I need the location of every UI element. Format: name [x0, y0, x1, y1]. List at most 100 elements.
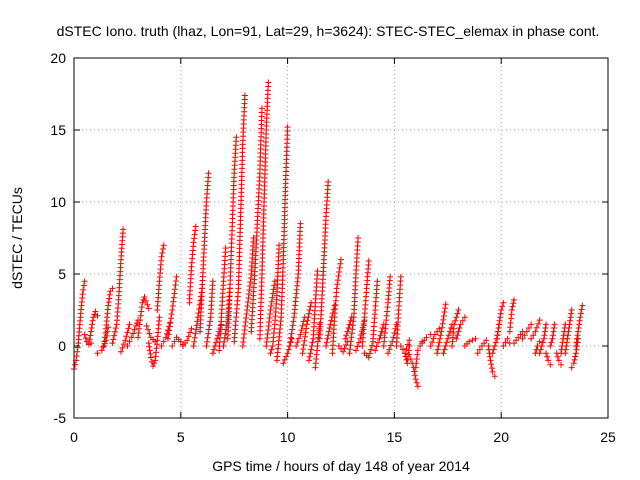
data-point: [172, 278, 179, 285]
data-point: [284, 124, 291, 131]
data-point: [79, 291, 86, 298]
data-arc: [511, 328, 526, 347]
data-arc: [562, 307, 575, 357]
data-point: [206, 322, 213, 329]
data-arc: [519, 321, 535, 342]
data-point: [98, 347, 105, 354]
data-arc: [94, 324, 112, 357]
data-point: [74, 348, 81, 355]
plot-frame: [73, 57, 609, 419]
data-point: [288, 330, 295, 337]
data-point: [91, 311, 98, 318]
data-point: [466, 338, 473, 345]
data-point: [474, 350, 481, 357]
data-point: [412, 364, 419, 371]
data-point: [495, 325, 502, 331]
data-point: [496, 317, 503, 324]
data-point: [346, 321, 353, 328]
data-point: [536, 338, 543, 345]
data-point: [289, 322, 296, 329]
data-point: [497, 310, 504, 317]
data-point: [191, 338, 198, 345]
data-arc: [449, 307, 462, 349]
data-arc: [273, 124, 291, 364]
data-point: [325, 332, 332, 339]
data-point: [406, 351, 413, 358]
data-point: [457, 321, 464, 328]
data-point: [112, 328, 119, 335]
data-point: [446, 328, 453, 335]
data-point: [132, 322, 139, 329]
data-point: [338, 256, 344, 263]
data-point: [293, 343, 300, 349]
data-point: [455, 328, 462, 335]
data-point: [297, 220, 304, 227]
data-point: [452, 317, 459, 324]
data-arc: [248, 105, 265, 335]
data-point: [439, 324, 446, 331]
data-point: [496, 321, 503, 328]
data-point: [404, 341, 411, 348]
data-arc: [500, 335, 513, 349]
data-point: [171, 290, 178, 297]
data-point: [160, 242, 167, 249]
data-point: [543, 350, 550, 357]
x-tick-label: 0: [70, 429, 78, 445]
data-arc: [231, 92, 248, 345]
data-point: [549, 335, 556, 342]
data-arc: [419, 331, 434, 347]
data-point: [573, 339, 580, 346]
data-arc: [216, 245, 229, 354]
data-point: [146, 343, 153, 350]
data-point: [334, 277, 341, 284]
data-point: [492, 339, 499, 346]
data-point: [284, 350, 291, 357]
data-point: [85, 340, 92, 347]
data-point: [372, 347, 379, 354]
data-point: [265, 79, 272, 86]
data-arc: [568, 335, 582, 371]
data-point: [187, 329, 194, 336]
x-axis-label: GPS time / hours of day 148 of year 2014: [212, 458, 470, 474]
data-point: [438, 328, 445, 335]
data-point: [314, 268, 321, 275]
data-point: [578, 306, 585, 313]
data-point: [117, 348, 124, 355]
data-point: [193, 326, 200, 333]
data-point: [476, 346, 483, 353]
data-point: [403, 356, 410, 363]
data-point: [191, 231, 198, 238]
data-point: [461, 314, 468, 321]
data-point: [166, 327, 173, 334]
data-point: [543, 321, 550, 328]
data-point: [378, 328, 385, 335]
data-point: [192, 227, 199, 234]
data-point: [442, 343, 449, 349]
data-point: [267, 350, 274, 357]
data-point: [436, 339, 443, 346]
data-point: [343, 332, 350, 339]
data-point: [141, 294, 148, 301]
data-point: [170, 298, 177, 305]
data-point: [519, 335, 526, 342]
data-point: [136, 321, 143, 328]
data-point: [145, 305, 152, 312]
data-arc: [186, 223, 199, 306]
data-point: [286, 343, 293, 349]
data-point: [283, 353, 290, 360]
data-point: [268, 346, 275, 353]
data-point: [459, 317, 466, 324]
data-point: [366, 350, 373, 357]
data-point: [122, 337, 129, 344]
data-point: [171, 338, 178, 345]
data-point: [328, 317, 335, 324]
data-point: [434, 346, 441, 353]
data-arc: [203, 278, 216, 349]
data-point: [193, 322, 200, 329]
data-point: [197, 297, 204, 304]
data-point: [440, 350, 447, 357]
data-point: [73, 353, 80, 360]
data-point: [355, 235, 362, 241]
data-point: [102, 330, 109, 337]
data-point: [335, 273, 342, 280]
